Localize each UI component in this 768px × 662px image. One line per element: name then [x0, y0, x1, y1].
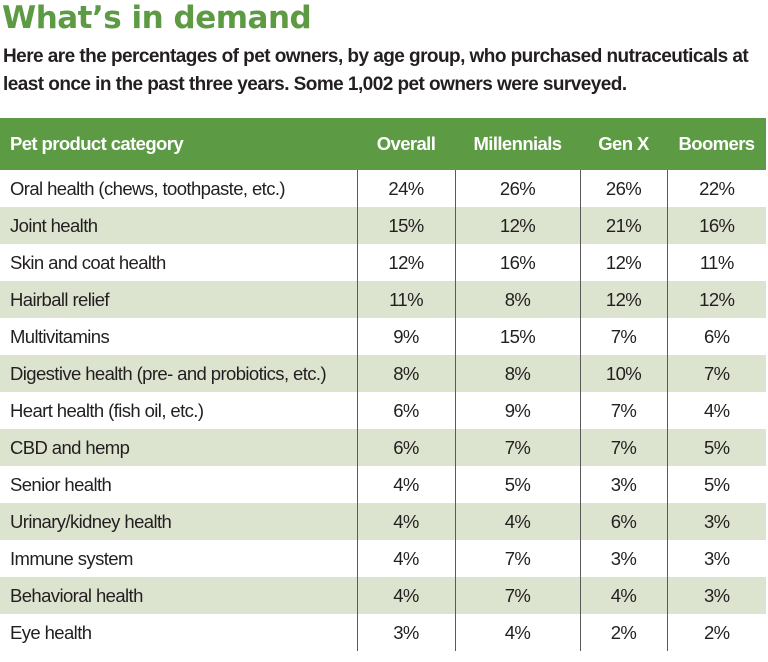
column-header-genx: Gen X: [598, 133, 649, 154]
table-row: Skin and coat health 12% 16% 12% 11%: [0, 244, 766, 281]
cell-overall: 6%: [356, 392, 455, 429]
cell-genx: 6%: [579, 503, 667, 540]
table-row: CBD and hemp 6% 7% 7% 5%: [0, 429, 766, 466]
cell-overall: 8%: [356, 355, 455, 392]
cell-millennials: 15%: [454, 318, 580, 355]
cell-overall: 11%: [356, 281, 455, 318]
table-row: Immune system 4% 7% 3% 3%: [0, 540, 766, 577]
cell-overall: 4%: [356, 503, 455, 540]
cell-genx: 26%: [579, 170, 667, 207]
page-subtitle: Here are the percentages of pet owners, …: [3, 46, 749, 95]
cell-boomers: 3%: [666, 577, 766, 614]
column-header-boomers: Boomers: [678, 133, 756, 154]
cell-boomers: 4%: [666, 392, 766, 429]
cell-category: Digestive health (pre- and probiotics, e…: [10, 362, 327, 384]
cell-genx: 12%: [579, 244, 667, 281]
cell-overall: 12%: [356, 244, 455, 281]
cell-category: Eye health: [10, 621, 92, 643]
cell-boomers: 7%: [666, 355, 766, 392]
cell-category: Senior health: [10, 473, 112, 495]
cell-category: Immune system: [10, 547, 133, 569]
cell-genx: 7%: [579, 392, 667, 429]
cell-genx: 3%: [579, 540, 667, 577]
cell-category: Oral health (chews, toothpaste, etc.): [10, 177, 286, 199]
cell-boomers: 5%: [666, 466, 766, 503]
cell-genx: 2%: [579, 614, 667, 651]
cell-overall: 9%: [356, 318, 455, 355]
table-row: Eye health 3% 4% 2% 2%: [0, 614, 766, 651]
table-row: Heart health (fish oil, etc.) 6% 9% 7% 4%: [0, 392, 766, 429]
cell-overall: 4%: [356, 577, 455, 614]
demand-table-container: Pet product category Overall Millennials…: [0, 118, 766, 651]
cell-millennials: 8%: [454, 355, 580, 392]
cell-overall: 4%: [356, 466, 455, 503]
page-title: What’s in demand: [2, 0, 312, 36]
cell-genx: 10%: [579, 355, 667, 392]
cell-millennials: 7%: [454, 540, 580, 577]
cell-category: Skin and coat health: [10, 251, 166, 273]
cell-category: CBD and hemp: [10, 436, 130, 458]
table-row: Digestive health (pre- and probiotics, e…: [0, 355, 766, 392]
cell-millennials: 8%: [454, 281, 580, 318]
cell-genx: 7%: [579, 429, 667, 466]
cell-boomers: 11%: [666, 244, 766, 281]
cell-category: Urinary/kidney health: [10, 510, 172, 532]
cell-overall: 15%: [356, 207, 455, 244]
cell-boomers: 22%: [666, 170, 766, 207]
cell-millennials: 16%: [454, 244, 580, 281]
cell-overall: 4%: [356, 540, 455, 577]
table-row: Senior health 4% 5% 3% 5%: [0, 466, 766, 503]
table-row: Oral health (chews, toothpaste, etc.) 24%…: [0, 170, 766, 207]
table-header-row: Pet product category Overall Millennials…: [0, 118, 766, 170]
cell-boomers: 3%: [666, 503, 766, 540]
cell-category: Joint health: [10, 214, 98, 236]
cell-millennials: 4%: [454, 614, 580, 651]
table-row: Behavioral health 4% 7% 4% 3%: [0, 577, 766, 614]
table-row: Urinary/kidney health 4% 4% 6% 3%: [0, 503, 766, 540]
cell-boomers: 12%: [666, 281, 766, 318]
cell-millennials: 26%: [454, 170, 580, 207]
demand-table: Pet product category Overall Millennials…: [0, 118, 766, 651]
table-header: Pet product category Overall Millennials…: [0, 118, 766, 170]
cell-genx: 21%: [579, 207, 667, 244]
cell-boomers: 16%: [666, 207, 766, 244]
column-header-category: Pet product category: [10, 133, 184, 154]
cell-boomers: 5%: [666, 429, 766, 466]
cell-boomers: 2%: [666, 614, 766, 651]
cell-boomers: 3%: [666, 540, 766, 577]
table-row: Hairball relief 11% 8% 12% 12%: [0, 281, 766, 318]
cell-boomers: 6%: [666, 318, 766, 355]
cell-genx: 3%: [579, 466, 667, 503]
table-row: Joint health 15% 12% 21% 16%: [0, 207, 766, 244]
cell-genx: 7%: [579, 318, 667, 355]
cell-millennials: 7%: [454, 429, 580, 466]
table-body: Oral health (chews, toothpaste, etc.) 24%…: [0, 170, 766, 651]
cell-category: Hairball relief: [10, 288, 110, 310]
cell-category: Multivitamins: [10, 325, 110, 347]
cell-millennials: 5%: [454, 466, 580, 503]
cell-millennials: 12%: [454, 207, 580, 244]
cell-category: Behavioral health: [10, 584, 143, 606]
cell-millennials: 9%: [454, 392, 580, 429]
cell-overall: 3%: [356, 614, 455, 651]
table-row: Multivitamins 9% 15% 7% 6%: [0, 318, 766, 355]
cell-millennials: 7%: [454, 577, 580, 614]
column-header-millennials: Millennials: [473, 133, 563, 154]
column-header-overall: Overall: [376, 133, 436, 154]
cell-millennials: 4%: [454, 503, 580, 540]
cell-genx: 4%: [579, 577, 667, 614]
cell-category: Heart health (fish oil, etc.): [10, 399, 204, 421]
cell-genx: 12%: [579, 281, 667, 318]
cell-overall: 6%: [356, 429, 455, 466]
cell-overall: 24%: [356, 170, 455, 207]
